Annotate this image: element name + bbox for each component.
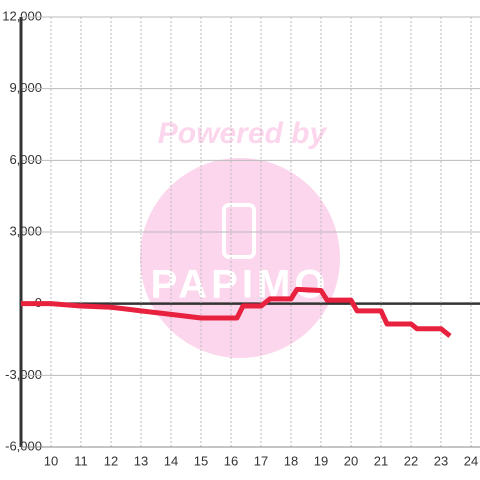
x-tick-label: 11	[74, 453, 88, 468]
x-tick-label: 23	[434, 453, 448, 468]
x-tick-label: 19	[314, 453, 328, 468]
x-tick-label: 17	[254, 453, 268, 468]
y-tick-label: 6,000	[9, 152, 42, 167]
x-tick-label: 15	[194, 453, 208, 468]
x-tick-label: 10	[44, 453, 58, 468]
y-tick-label: 3,000	[9, 223, 42, 238]
x-tick-label: 24	[464, 453, 478, 468]
y-tick-label: -6,000	[5, 438, 42, 453]
y-tick-label: 12,000	[2, 8, 42, 23]
line-series	[21, 286, 452, 338]
y-tick-label: -3,000	[5, 367, 42, 382]
x-tick-label: 13	[134, 453, 148, 468]
x-tick-label: 18	[284, 453, 298, 468]
watermark-text: Powered by	[158, 117, 328, 150]
watermark-icon	[222, 203, 256, 259]
x-tick-label: 20	[344, 453, 358, 468]
x-tick-label: 22	[404, 453, 418, 468]
x-tick-label: 21	[374, 453, 388, 468]
y-tick-label: 9,000	[9, 80, 42, 95]
x-tick-label: 16	[224, 453, 238, 468]
x-tick-label: 14	[164, 453, 178, 468]
watermark-text: PAPIMO	[151, 263, 330, 307]
x-tick-label: 12	[104, 453, 118, 468]
